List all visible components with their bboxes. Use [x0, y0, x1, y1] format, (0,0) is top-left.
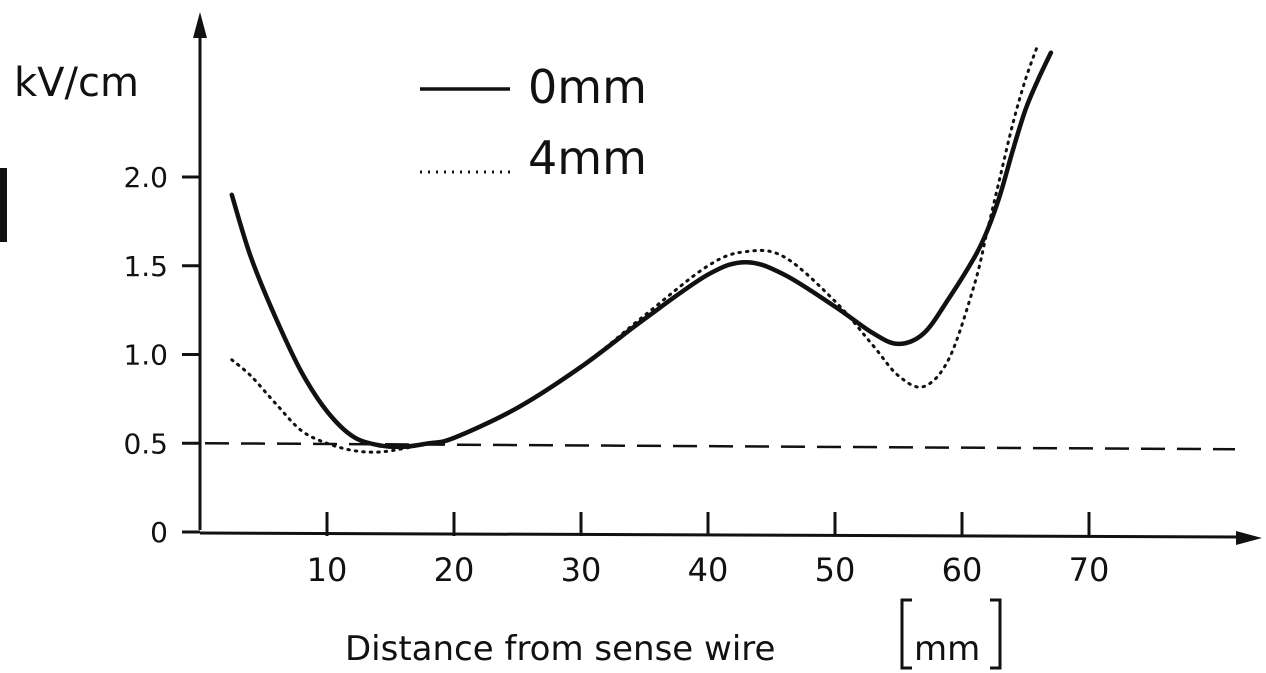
x-tick-label-50: 50	[815, 551, 856, 589]
x-tick-label-60: 60	[942, 551, 983, 589]
y-ticks: 0 0.5 1.0 1.5 2.0	[123, 161, 200, 549]
reference-line-0.5	[204, 442, 1236, 451]
y-axis	[193, 12, 207, 530]
series-line-4mm	[230, 42, 1040, 454]
y-axis-label: kV/cm	[14, 60, 139, 106]
series-line-0mm	[229, 50, 1054, 450]
y-tick-label-0: 0	[150, 516, 168, 549]
series-layer	[229, 42, 1054, 454]
y-axis-arrow-icon	[193, 12, 207, 38]
y-tick-label-1: 1.0	[123, 339, 168, 372]
y-tick-label-0.5: 0.5	[123, 427, 168, 460]
legend-label-0mm: 0mm	[528, 60, 647, 114]
x-axis-label: Distance from sense wire	[345, 629, 775, 669]
x-unit-bracket: mm	[900, 598, 1002, 670]
x-axis	[199, 531, 1262, 545]
x-axis-arrow-icon	[1236, 531, 1262, 545]
y-tick-label-2: 2.0	[123, 161, 168, 194]
scan-edge-mark	[0, 168, 7, 242]
x-tick-label-70: 70	[1069, 551, 1110, 589]
x-ticks: 10 20 30 40 50 60 70	[307, 512, 1110, 589]
y-tick-label-1.5: 1.5	[123, 250, 168, 283]
x-tick-label-20: 20	[434, 551, 475, 589]
x-tick-label-10: 10	[307, 551, 348, 589]
x-tick-label-40: 40	[688, 551, 729, 589]
legend-label-4mm: 4mm	[528, 131, 647, 185]
legend: 0mm 4mm	[420, 60, 647, 185]
x-axis-unit: mm	[914, 629, 980, 669]
x-tick-label-30: 30	[561, 551, 602, 589]
